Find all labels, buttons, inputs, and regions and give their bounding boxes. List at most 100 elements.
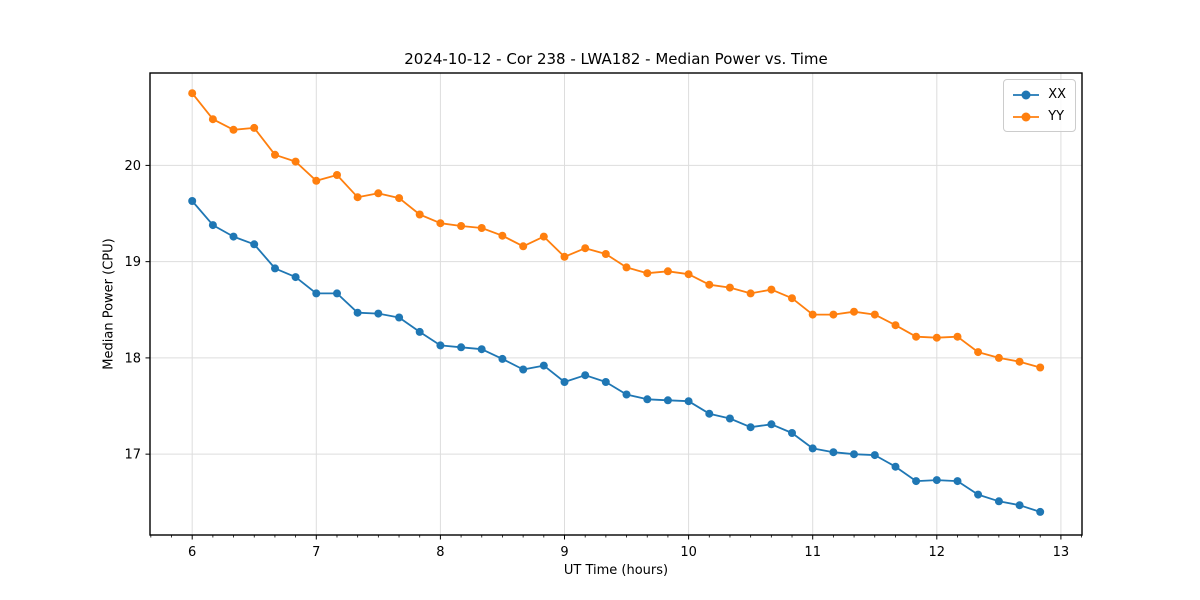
data-point-yy <box>581 244 590 253</box>
data-point-xx <box>767 420 776 429</box>
data-point-yy <box>250 123 259 132</box>
data-point-yy <box>767 285 776 294</box>
data-point-xx <box>208 221 217 230</box>
data-point-xx <box>353 308 362 317</box>
data-point-xx <box>601 378 610 386</box>
data-point-xx <box>850 450 858 459</box>
data-point-xx <box>436 341 445 350</box>
x-tick-label: 6 <box>188 545 196 560</box>
data-point-xx <box>622 390 631 399</box>
x-tick-label: 12 <box>929 545 946 560</box>
data-point-yy <box>994 353 1003 362</box>
data-point-yy <box>539 232 548 241</box>
series-xx-line <box>191 200 1041 513</box>
data-point-yy <box>746 289 755 298</box>
data-point-xx <box>663 396 672 405</box>
data-point-yy <box>477 224 486 232</box>
data-point-xx <box>457 343 466 352</box>
data-point-yy <box>601 250 610 258</box>
legend-swatch-yy-icon <box>1013 112 1040 121</box>
data-point-xx <box>333 289 341 298</box>
data-point-xx <box>271 264 279 273</box>
legend-label-xx: XX <box>1048 87 1066 102</box>
data-point-xx <box>829 448 838 457</box>
data-point-xx <box>477 345 486 354</box>
data-point-xx <box>1015 501 1024 510</box>
data-point-yy <box>436 219 445 228</box>
data-point-xx <box>643 395 652 404</box>
data-point-yy <box>1036 363 1045 372</box>
data-point-xx <box>974 490 983 499</box>
data-point-yy <box>374 189 383 198</box>
data-point-yy <box>415 210 424 219</box>
data-point-yy <box>271 150 279 159</box>
data-point-yy <box>891 321 900 330</box>
x-tick-label: 7 <box>312 545 320 560</box>
data-point-yy <box>912 332 921 341</box>
data-point-yy <box>829 310 838 319</box>
data-point-xx <box>1036 507 1045 516</box>
data-point-xx <box>870 451 879 460</box>
data-point-xx <box>788 429 796 437</box>
x-tick-label: 10 <box>680 545 697 560</box>
y-tick-label: 20 <box>124 159 141 174</box>
data-point-xx <box>808 444 817 453</box>
data-point-yy <box>953 332 962 341</box>
data-point-yy <box>395 194 404 203</box>
data-point-xx <box>994 497 1003 506</box>
data-point-yy <box>643 269 652 278</box>
data-point-yy <box>188 89 197 98</box>
data-point-xx <box>415 327 424 336</box>
data-point-xx <box>705 409 714 418</box>
x-tick-label: 13 <box>1053 545 1070 560</box>
data-point-yy <box>291 157 300 166</box>
data-point-xx <box>539 361 548 370</box>
data-point-xx <box>725 414 734 423</box>
data-point-xx <box>374 309 383 318</box>
data-point-xx <box>519 365 528 374</box>
data-point-yy <box>850 307 858 316</box>
data-point-yy <box>622 263 631 272</box>
legend-entry-xx: XX <box>1011 85 1066 104</box>
data-point-xx <box>498 354 507 363</box>
data-point-yy <box>353 193 362 202</box>
data-point-yy <box>870 310 879 319</box>
data-point-yy <box>663 267 672 276</box>
data-point-yy <box>684 270 693 279</box>
data-point-xx <box>312 289 321 298</box>
data-point-yy <box>1015 357 1024 366</box>
data-point-yy <box>725 283 734 292</box>
data-point-xx <box>684 397 693 406</box>
data-point-yy <box>498 231 507 240</box>
data-point-yy <box>788 294 796 303</box>
x-tick-label: 9 <box>560 545 568 560</box>
data-point-xx <box>229 232 238 241</box>
legend: XX YY <box>1003 79 1076 132</box>
chart-title: 2024-10-12 - Cor 238 - LWA182 - Median P… <box>404 50 828 68</box>
legend-swatch-xx-icon <box>1013 90 1040 99</box>
data-point-xx <box>746 423 755 432</box>
legend-label-yy: YY <box>1048 109 1065 124</box>
x-axis-label: UT Time (hours) <box>563 563 669 578</box>
data-point-xx <box>250 240 259 249</box>
plot-border <box>149 72 1083 536</box>
data-point-xx <box>953 477 962 486</box>
y-tick-label: 19 <box>124 255 141 270</box>
data-point-xx <box>581 371 590 380</box>
data-point-xx <box>912 477 921 486</box>
series-yy-line <box>191 92 1041 369</box>
data-point-yy <box>705 280 714 289</box>
y-axis-label: Median Power (CPU) <box>101 238 117 370</box>
data-point-yy <box>560 252 569 261</box>
data-point-xx <box>395 313 404 322</box>
data-point-yy <box>312 176 321 185</box>
y-tick-label: 18 <box>124 351 141 366</box>
data-point-yy <box>208 115 217 124</box>
data-point-xx <box>891 462 900 471</box>
x-tick-label: 11 <box>804 545 821 560</box>
data-point-xx <box>932 476 941 485</box>
data-point-xx <box>188 197 197 205</box>
data-point-xx <box>291 273 300 282</box>
